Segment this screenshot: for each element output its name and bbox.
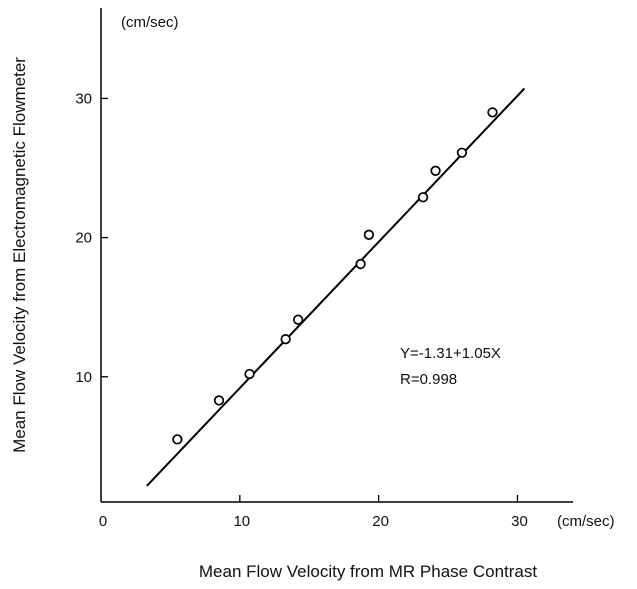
x-tick-label: 10 [233,513,250,530]
y-axis-unit: (cm/sec) [121,14,179,31]
x-ticks: 0 10 20 30 [99,495,528,530]
x-tick-label: 0 [99,513,107,530]
fit-line-group [146,87,526,487]
y-tick-label: 20 [75,230,92,247]
x-axis-title: Mean Flow Velocity from MR Phase Contras… [199,562,538,581]
data-point [244,368,255,380]
data-point [172,434,183,445]
y-tick-label: 30 [75,90,92,107]
data-points [172,107,498,445]
x-tick-label: 30 [511,513,528,530]
data-point [487,107,498,118]
data-point [292,314,304,325]
regression-line [146,87,526,487]
data-point [213,395,225,406]
x-tick-label: 20 [372,513,389,530]
data-point [430,165,441,176]
y-axis-title: Mean Flow Velocity from Electromagnetic … [10,57,29,453]
x-axis-unit: (cm/sec) [557,513,615,530]
data-point [363,229,375,240]
correlation-coefficient: R=0.998 [400,371,457,388]
data-point [417,192,429,203]
y-ticks: 10 20 30 [75,90,108,386]
data-point [280,334,291,345]
data-point [355,258,366,270]
y-tick-label: 10 [75,369,92,386]
regression-equation: Y=-1.31+1.05X [400,345,501,362]
data-point [456,147,468,158]
